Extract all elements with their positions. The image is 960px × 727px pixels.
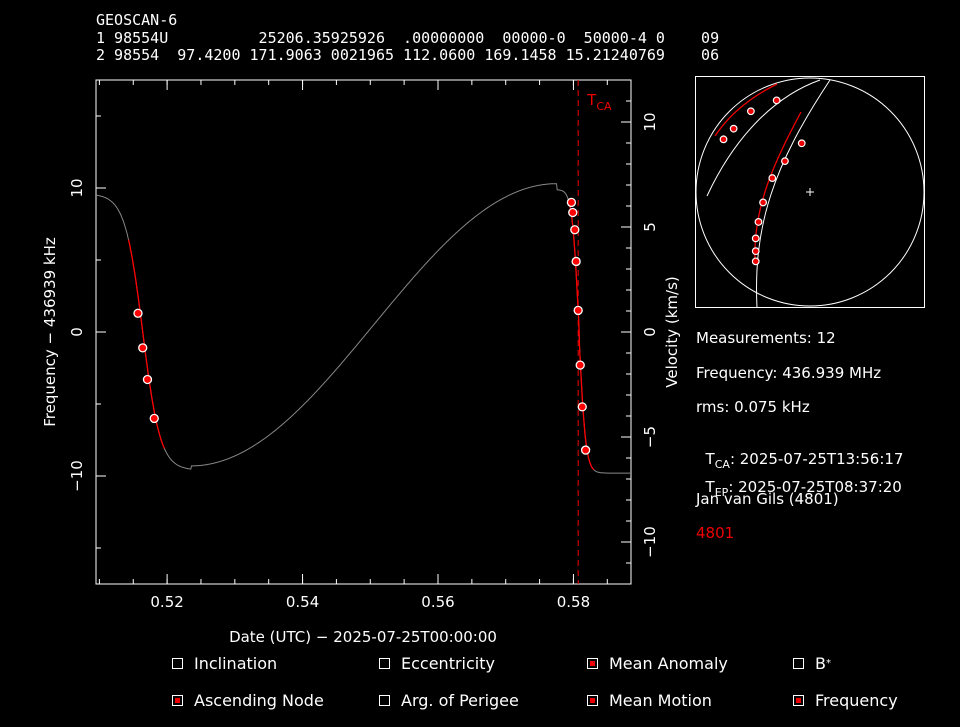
sky-point: [781, 157, 789, 166]
y2-tick-label: 5: [641, 222, 659, 232]
measurements-count: Measurements: 12: [696, 329, 836, 347]
data-point: [566, 197, 577, 208]
sky-point: [719, 135, 728, 144]
sky-point: [797, 139, 806, 148]
checkbox-box[interactable]: [172, 695, 183, 706]
y-tick-label: 0: [68, 327, 86, 337]
y2-tick-label: 0: [641, 327, 659, 337]
y2-tick-label: −5: [641, 426, 659, 448]
checkbox-label: Arg. of Perigee: [401, 691, 519, 710]
tca-label: T: [705, 450, 715, 468]
sky-point: [751, 234, 760, 243]
tca-value: TCA: 2025-07-25T13:56:17: [696, 432, 904, 471]
checkbox-arg-of-perigee[interactable]: Arg. of Perigee: [379, 691, 519, 710]
observer-name: Jan van Gils (4801): [696, 490, 839, 508]
x-tick-label: 0.54: [286, 593, 319, 611]
plot-frame: [95, 79, 632, 585]
checkbox-label-superscript: *: [825, 658, 831, 669]
x-tick-label: 0.52: [150, 593, 183, 611]
sky-point: [754, 218, 763, 226]
y2-tick-label: −10: [641, 526, 659, 558]
checkbox-label: Mean Motion: [609, 691, 712, 710]
y2-axis-label: Velocity (km/s): [663, 276, 681, 387]
y-tick-label: 10: [68, 178, 86, 197]
tle-line-1: 1 98554U 25206.35925926 .00000000 00000-…: [96, 29, 720, 47]
data-point: [575, 360, 585, 370]
tca-time: : 2025-07-25T13:56:17: [729, 450, 904, 468]
data-point: [573, 305, 583, 316]
checkbox-label: Frequency: [815, 691, 898, 710]
satellite-name: GEOSCAN-6: [96, 11, 178, 29]
checkbox-label: Mean Anomaly: [609, 654, 728, 673]
sky-point: [729, 124, 738, 133]
checkbox-mean-motion[interactable]: Mean Motion: [587, 691, 712, 710]
x-tick-label: 0.58: [557, 593, 590, 611]
track-fit-1: [714, 83, 778, 137]
data-point: [142, 374, 153, 385]
checkbox-eccentricity[interactable]: Eccentricity: [379, 654, 495, 673]
checkbox-box[interactable]: [379, 695, 390, 706]
sky-point: [751, 247, 760, 256]
checkbox-box[interactable]: [587, 658, 598, 669]
checkbox-label: B: [815, 654, 826, 673]
frequency-value: Frequency: 436.939 MHz: [696, 364, 882, 382]
x-axis-label: Date (UTC) − 2025-07-25T00:00:00: [229, 628, 497, 646]
sky-point: [768, 174, 777, 182]
tca-marker-label: TCA: [586, 91, 612, 113]
sky-point: [759, 198, 767, 207]
checkbox-frequency[interactable]: Frequency: [793, 691, 898, 710]
sky-point: [751, 257, 760, 266]
sky-point: [746, 107, 755, 116]
tep-label: T: [705, 478, 715, 496]
ground-track-1: [706, 79, 821, 197]
data-point: [568, 207, 578, 218]
model-curve: [95, 183, 631, 474]
y-tick-label: −10: [68, 460, 86, 492]
data-point: [577, 402, 587, 412]
checkbox-box[interactable]: [379, 658, 390, 669]
data-point: [133, 308, 143, 318]
fit-curve-pass-1: [127, 239, 165, 449]
track-fit-2: [754, 111, 802, 262]
checkbox-ascending-node[interactable]: Ascending Node: [172, 691, 324, 710]
checkbox-inclination[interactable]: Inclination: [172, 654, 277, 673]
tep-value: TEP: 2025-07-25T08:37:20: [696, 460, 902, 499]
horizon-circle: [695, 77, 925, 307]
data-point: [138, 343, 148, 353]
tep-time: : 2025-07-25T08:37:20: [728, 478, 902, 496]
sky-plot: [695, 76, 925, 308]
data-point: [580, 445, 591, 455]
x-tick-label: 0.56: [421, 593, 454, 611]
checkbox-label: Eccentricity: [401, 654, 495, 673]
checkbox-label: Inclination: [194, 654, 278, 673]
checkbox-box[interactable]: [793, 695, 804, 706]
data-point: [571, 256, 581, 267]
data-point: [570, 225, 580, 235]
station-id: 4801: [696, 524, 735, 542]
tle-line-2: 2 98554 97.4200 171.9063 0021965 112.060…: [96, 46, 720, 64]
data-point: [149, 413, 159, 424]
ground-track-2: [756, 79, 831, 308]
sky-point: [772, 96, 781, 105]
y2-tick-label: 10: [641, 112, 659, 131]
tep-subscript: EP: [714, 486, 729, 499]
checkbox-b[interactable]: B *: [793, 654, 831, 673]
fit-curve-pass-2: [568, 200, 595, 471]
tca-subscript: CA: [714, 458, 730, 471]
checkbox-box[interactable]: [587, 695, 598, 706]
checkbox-label: Ascending Node: [194, 691, 324, 710]
rms-value: rms: 0.075 kHz: [696, 398, 810, 416]
checkbox-box[interactable]: [172, 658, 183, 669]
checkbox-mean-anomaly[interactable]: Mean Anomaly: [587, 654, 728, 673]
y-axis-label: Frequency − 436939 kHz: [41, 237, 59, 427]
checkbox-box[interactable]: [793, 658, 804, 669]
